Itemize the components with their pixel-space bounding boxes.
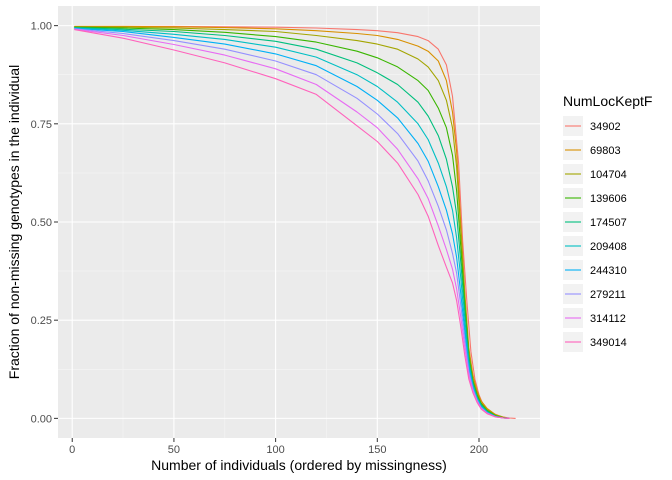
legend-label: 174507 xyxy=(590,217,627,229)
legend: NumLocKeptF 34902 69803 104704 139606 174507… xyxy=(563,93,652,352)
legend-label: 104704 xyxy=(590,169,627,181)
x-tick-label: 50 xyxy=(168,444,180,456)
y-tick-label: 0.25 xyxy=(31,315,52,327)
legend-label: 244310 xyxy=(590,265,627,277)
major-grid xyxy=(58,6,540,438)
x-tick-label: 100 xyxy=(266,444,284,456)
y-tick-label: 0.75 xyxy=(31,119,52,131)
x-tick-label: 200 xyxy=(470,444,488,456)
y-tick-label: 1.00 xyxy=(31,21,52,33)
legend-label: 279211 xyxy=(590,289,626,301)
series-layer xyxy=(74,25,516,419)
legend-title: NumLocKeptF xyxy=(563,93,652,109)
legend-label: 139606 xyxy=(590,193,627,205)
y-tick-label: 0.50 xyxy=(31,217,52,229)
legend-label: 314112 xyxy=(590,313,626,325)
x-tick-label: 150 xyxy=(368,444,386,456)
x-axis-title: Number of individuals (ordered by missin… xyxy=(151,457,447,473)
y-axis: 0.00 0.25 0.50 0.75 1.00 xyxy=(31,21,58,425)
y-tick-label: 0.00 xyxy=(31,413,52,425)
y-axis-title: Fraction of non-missing genotypes in the… xyxy=(6,65,22,379)
legend-label: 209408 xyxy=(590,241,627,253)
series-line-349014 xyxy=(74,29,510,419)
x-axis: 0 50 100 150 200 xyxy=(69,438,488,456)
legend-label: 69803 xyxy=(590,145,621,157)
x-tick-label: 0 xyxy=(69,444,75,456)
legend-label: 349014 xyxy=(590,337,627,349)
legend-label: 34902 xyxy=(590,121,621,133)
series-line-69803 xyxy=(74,25,510,419)
